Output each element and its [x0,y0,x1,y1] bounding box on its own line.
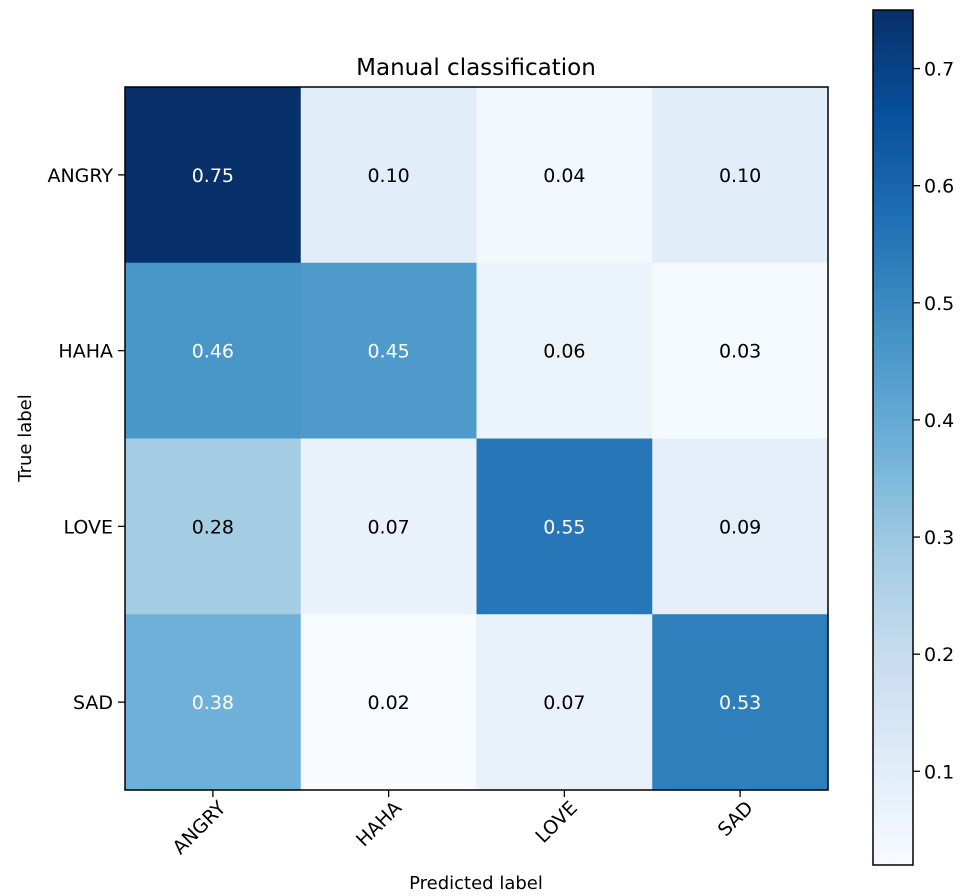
heatmap-cell [300,438,478,615]
colorbar-tick-label: 0.6 [924,176,954,198]
cell-value-label: 0.07 [543,692,585,714]
heatmap-cell [652,614,829,791]
cell-value-label: 0.03 [719,341,761,363]
cell-value-label: 0.06 [543,341,585,363]
colorbar-tick-label: 0.4 [924,410,954,432]
cell-value-label: 0.38 [192,692,234,714]
heatmap-cell [476,87,653,264]
heatmap-cell [300,614,478,791]
heatmap-cell [125,87,302,264]
heatmap-cells [125,87,829,791]
x-axis-label: Predicted label [409,873,543,894]
heatmap-cell [125,614,302,791]
heatmap-cell [125,438,302,615]
chart-title: Manual classification [356,55,596,81]
colorbar-ticks: 0.1 0.2 0.3 0.4 0.5 0.6 0.7 [913,59,954,783]
colorbar-tick-label: 0.2 [924,644,954,666]
colorbar-tick-label: 0.5 [924,293,954,315]
heatmap-cell [476,614,653,791]
y-tick-label: SAD [73,692,113,714]
x-tick-label: LOVE [531,797,582,848]
heatmap-value-labels: 0.75 0.10 0.04 0.10 0.46 0.45 0.06 0.03 0.28 0.07… [192,165,762,714]
cell-value-label: 0.28 [192,516,234,538]
y-axis-label: True label [15,394,36,483]
heatmap-cell [652,87,829,264]
x-tick-label: SAD [714,797,758,841]
heatmap-cell [125,262,302,440]
cell-value-label: 0.10 [719,165,761,187]
y-tick-label: HAHA [58,341,113,363]
plot-frame [124,86,829,791]
cell-value-label: 0.04 [543,165,585,187]
heatmap-cell [652,438,829,615]
cell-value-label: 0.10 [367,165,409,187]
cell-value-label: 0.53 [719,692,761,714]
heatmap-cell [300,262,478,440]
cell-value-label: 0.55 [543,516,585,538]
x-tick-label: HAHA [352,797,406,851]
cell-value-label: 0.45 [367,341,409,363]
y-tick-label: LOVE [63,516,113,538]
cell-value-label: 0.46 [192,341,234,363]
colorbar: 0.1 0.2 0.3 0.4 0.5 0.6 0.7 [872,9,954,866]
heatmap-cell [300,87,478,264]
x-tick-label: ANGRY [169,797,231,859]
colorbar-gradient [872,9,914,866]
colorbar-tick-label: 0.7 [924,59,954,81]
x-axis-ticks: ANGRY HAHA LOVE SAD [169,790,758,859]
colorbar-tick-label: 0.3 [924,527,954,549]
heatmap-cell [476,262,653,440]
heatmap-cell [476,438,653,615]
y-axis-ticks: ANGRY HAHA LOVE SAD [47,165,125,714]
cell-value-label: 0.02 [367,692,409,714]
y-tick-label: ANGRY [47,165,113,187]
cell-value-label: 0.09 [719,516,761,538]
cell-value-label: 0.75 [192,165,234,187]
colorbar-tick-label: 0.1 [924,761,954,783]
cell-value-label: 0.07 [367,516,409,538]
heatmap-cell [652,262,829,440]
